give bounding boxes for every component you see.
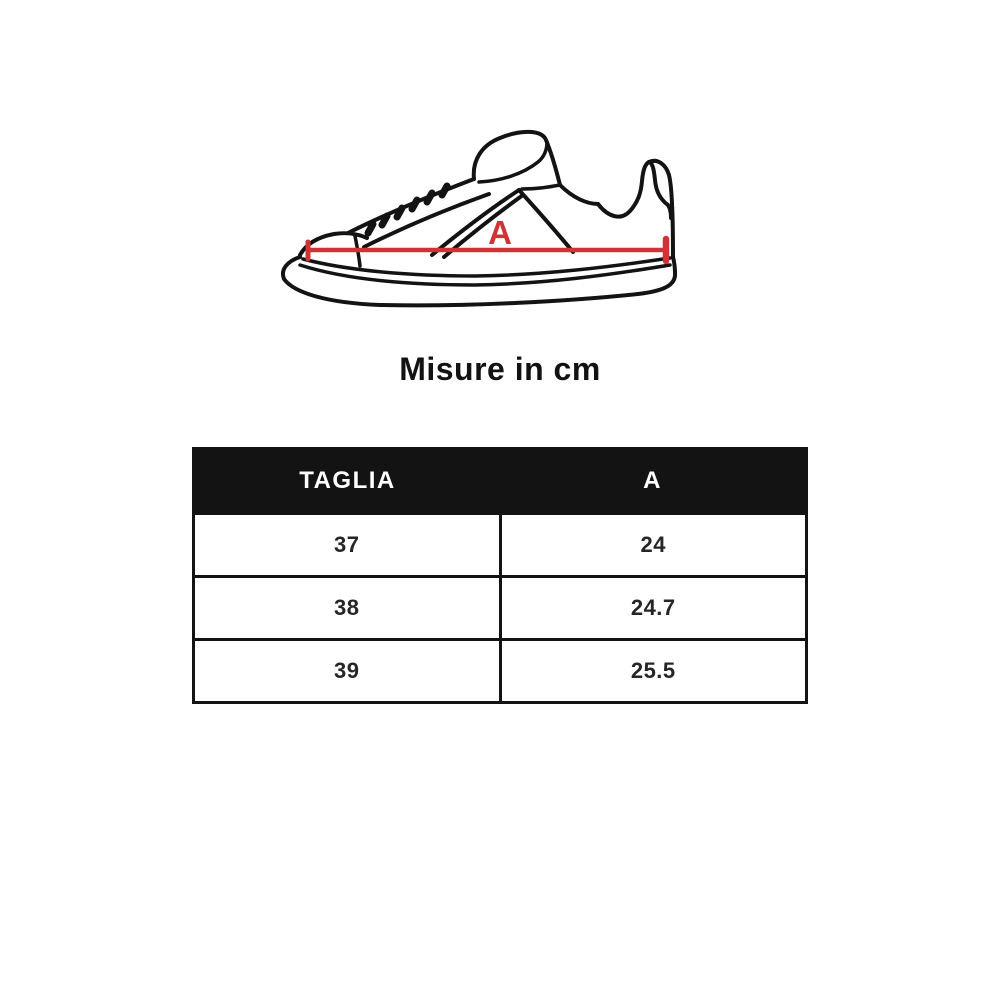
sole-outline — [281, 255, 677, 308]
eyestay — [346, 177, 491, 249]
measurement-annotation: A — [305, 214, 670, 265]
cell-length: 24 — [498, 512, 808, 578]
cell-length: 24.7 — [498, 575, 808, 641]
size-table-body: 37 24 38 24.7 39 25.5 — [192, 512, 808, 704]
table-row: 37 24 — [192, 512, 808, 578]
header-row: TAGLIA A — [193, 448, 807, 514]
cell-length: 25.5 — [498, 638, 808, 704]
header-cell-a: A — [500, 448, 807, 514]
cell-size: 39 — [192, 638, 502, 704]
cell-size: 38 — [192, 575, 502, 641]
heel-back-edge — [647, 158, 675, 258]
page-title: Misure in cm — [399, 351, 601, 387]
size-table-header: TAGLIA A — [193, 448, 807, 514]
tongue — [471, 129, 562, 187]
cell-size: 37 — [192, 512, 502, 578]
sneaker-outline-drawing: A — [281, 129, 677, 308]
laces — [364, 182, 451, 237]
table-row: 39 25.5 — [192, 638, 808, 704]
header-cell-taglia: TAGLIA — [193, 448, 500, 514]
collar — [558, 183, 600, 206]
table-row: 38 24.7 — [192, 575, 808, 641]
shoe-measurement-figure: A — [270, 105, 710, 325]
heel-tab — [596, 160, 673, 220]
size-table-container: TAGLIA A 37 24 38 24.7 39 25.5 — [192, 447, 808, 704]
size-table: TAGLIA A 37 24 38 24.7 39 25.5 — [192, 447, 808, 704]
measurement-label: A — [488, 214, 512, 251]
